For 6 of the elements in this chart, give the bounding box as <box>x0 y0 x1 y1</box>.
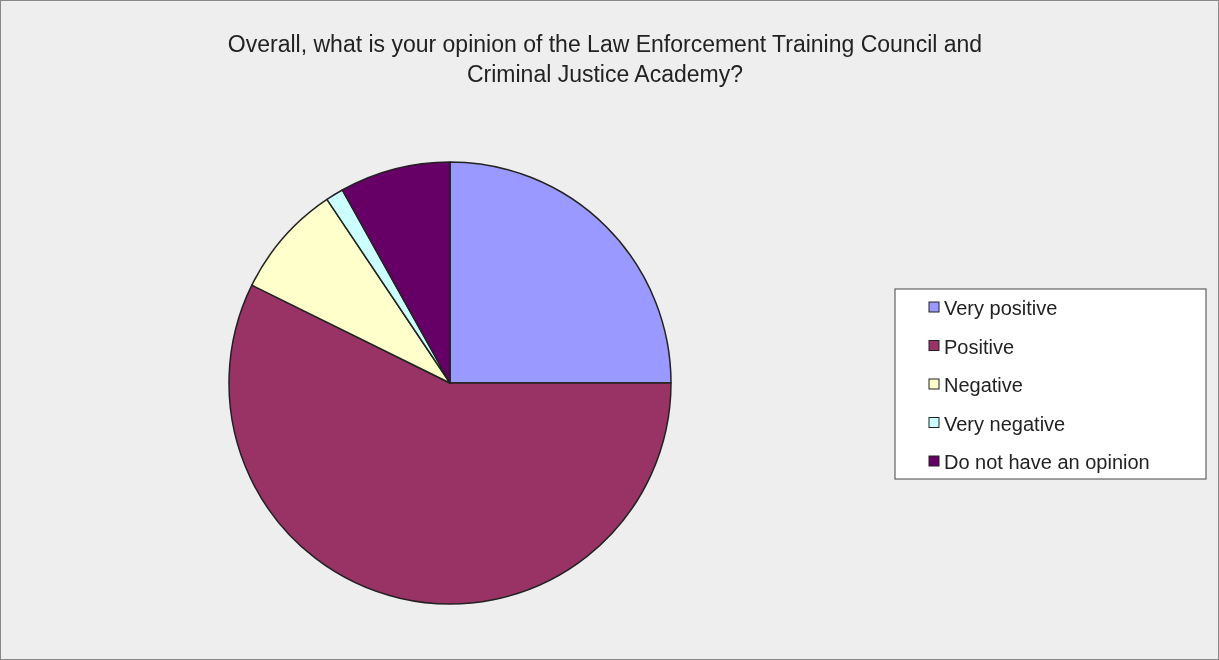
legend-label: Positive <box>944 335 1015 358</box>
legend-label: Very negative <box>944 412 1066 435</box>
legend-label: Very positive <box>944 297 1058 319</box>
legend-label: Negative <box>944 374 1023 396</box>
legend-label: Do not have an opinion <box>944 451 1150 473</box>
chart-title: Overall, what is your opinion of the Law Enforcement Training Council and Criminal Justice Academy? <box>227 31 983 87</box>
